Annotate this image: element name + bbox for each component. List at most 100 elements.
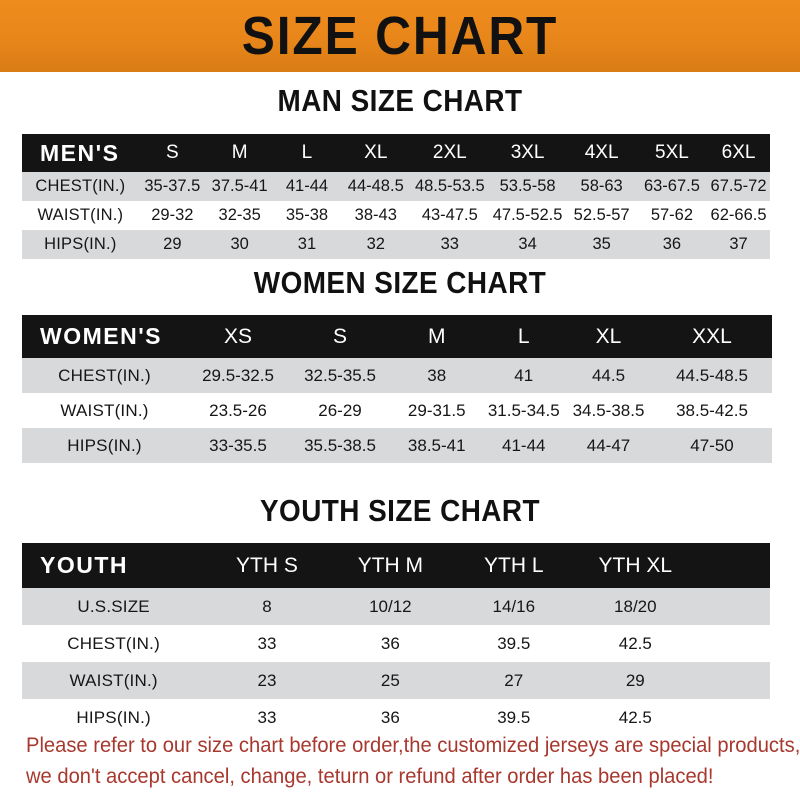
men-cell: 31	[297, 235, 317, 253]
youth-cell: 42.5	[618, 707, 652, 727]
men-cell: 44-48.5	[347, 177, 404, 195]
youth-cell-spacer	[695, 625, 770, 662]
men-table: MEN'S S M L XL 2XL 3XL 4XL 5XL 6XL CHEST…	[22, 134, 770, 259]
youth-table: YOUTH YTH S YTH M YTH L YTH XL U.S.SIZE …	[22, 543, 770, 736]
men-cell: 47.5-52.5	[492, 206, 563, 224]
men-cell: 32-35	[218, 206, 261, 224]
youth-col-header: YTH M	[357, 553, 424, 577]
men-corner-label: MEN'S	[40, 139, 120, 166]
youth-cell: 33	[257, 707, 277, 727]
men-cell: 35-37.5	[144, 177, 201, 195]
men-row-label: HIPS(IN.)	[44, 235, 117, 253]
youth-row-label: HIPS(IN.)	[76, 707, 151, 727]
women-cell: 23.5-26	[209, 400, 267, 420]
men-col-header: 4XL	[584, 142, 619, 163]
men-col-header: L	[301, 142, 313, 163]
youth-cell: 8	[262, 596, 272, 616]
youth-col-header: YTH L	[484, 553, 544, 577]
youth-cell-spacer	[695, 662, 770, 699]
youth-size-table: YOUTH YTH S YTH M YTH L YTH XL U.S.SIZE …	[22, 543, 770, 736]
men-cell: 53.5-58	[499, 177, 556, 195]
men-cell: 62-66.5	[710, 206, 767, 224]
men-cell: 34	[518, 235, 537, 253]
men-cell: 38-43	[354, 206, 397, 224]
disclaimer-line-1: Please refer to our size chart before or…	[26, 734, 800, 757]
youth-row-label: U.S.SIZE	[77, 596, 150, 616]
women-header-row: WOMEN'S XS S M L XL XXL	[22, 315, 772, 358]
youth-row-label: CHEST(IN.)	[67, 633, 160, 653]
women-row-label: HIPS(IN.)	[67, 435, 142, 455]
men-cell: 30	[230, 235, 249, 253]
table-row: WAIST(IN.) 29-32 32-35 35-38 38-43 43-47…	[22, 201, 770, 230]
men-cell: 48.5-53.5	[414, 177, 485, 195]
youth-cell: 18/20	[614, 596, 657, 616]
women-cell: 41-44	[502, 435, 546, 455]
table-row: HIPS(IN.) 33-35.5 35.5-38.5 38.5-41 41-4…	[22, 428, 772, 463]
men-col-header: S	[166, 142, 179, 163]
table-row: CHEST(IN.) 33 36 39.5 42.5	[22, 625, 770, 662]
men-cell: 43-47.5	[421, 206, 478, 224]
youth-cell: 29	[625, 670, 645, 690]
section-title-women: WOMEN SIZE CHART	[253, 265, 547, 300]
men-col-header: XL	[364, 142, 388, 163]
men-cell: 57-62	[650, 206, 694, 224]
youth-col-header: YTH S	[236, 553, 298, 577]
table-row: CHEST(IN.) 35-37.5 37.5-41 41-44 44-48.5…	[22, 172, 770, 201]
men-row-label: WAIST(IN.)	[37, 206, 124, 224]
section-title-youth: YOUTH SIZE CHART	[259, 493, 541, 528]
youth-cell: 39.5	[497, 707, 531, 727]
women-cell: 29.5-32.5	[202, 365, 274, 385]
women-table: WOMEN'S XS S M L XL XXL CHEST(IN.) 29.5-…	[22, 315, 772, 463]
women-col-header: L	[517, 324, 530, 348]
women-col-header: XL	[595, 324, 622, 348]
men-col-header: 2XL	[432, 142, 467, 163]
men-cell: 33	[440, 235, 459, 253]
women-corner-label: WOMEN'S	[40, 323, 163, 349]
youth-corner-label: YOUTH	[40, 552, 128, 578]
youth-cell-spacer	[695, 588, 770, 625]
women-col-header: M	[428, 324, 446, 348]
youth-cell: 25	[380, 670, 400, 690]
men-cell: 35-38	[285, 206, 329, 224]
men-col-header: 6XL	[721, 142, 756, 163]
youth-cell: 36	[380, 707, 400, 727]
women-cell: 32.5-35.5	[304, 365, 376, 385]
men-cell: 63-67.5	[643, 177, 700, 195]
section-title-men: MAN SIZE CHART	[277, 83, 523, 118]
men-cell: 67.5-72	[710, 177, 767, 195]
table-row: HIPS(IN.) 29 30 31 32 33 34 35 36 37	[22, 230, 770, 259]
table-row: HIPS(IN.) 33 36 39.5 42.5	[22, 699, 770, 736]
table-row: WAIST(IN.) 23 25 27 29	[22, 662, 770, 699]
women-cell: 44.5-48.5	[676, 365, 748, 385]
men-col-header: 3XL	[510, 142, 545, 163]
women-cell: 38	[427, 365, 447, 385]
page-title: SIZE CHART	[241, 6, 559, 66]
men-header-row: MEN'S S M L XL 2XL 3XL 4XL 5XL 6XL	[22, 134, 770, 172]
men-cell: 36	[662, 235, 682, 253]
page-banner: SIZE CHART	[0, 0, 800, 72]
women-col-header: S	[332, 324, 347, 348]
men-cell: 32	[366, 235, 385, 253]
women-row-label: WAIST(IN.)	[60, 400, 149, 420]
youth-col-header: YTH XL	[598, 553, 673, 577]
women-cell: 34.5-38.5	[572, 400, 645, 420]
men-table-body: MEN'S S M L XL 2XL 3XL 4XL 5XL 6XL CHEST…	[22, 134, 770, 259]
youth-cell: 42.5	[618, 633, 652, 653]
men-cell: 29	[163, 235, 182, 253]
women-cell: 29-31.5	[407, 400, 466, 420]
men-size-table: MEN'S S M L XL 2XL 3XL 4XL 5XL 6XL CHEST…	[22, 134, 770, 259]
men-cell: 35	[592, 235, 611, 253]
men-cell: 37.5-41	[211, 177, 268, 195]
men-cell: 41-44	[285, 177, 329, 195]
women-cell: 31.5-34.5	[487, 400, 560, 420]
table-row: U.S.SIZE 8 10/12 14/16 18/20	[22, 588, 770, 625]
disclaimer: Please refer to our size chart before or…	[26, 730, 800, 792]
women-size-table: WOMEN'S XS S M L XL XXL CHEST(IN.) 29.5-…	[22, 315, 772, 463]
youth-cell: 33	[257, 633, 277, 653]
men-cell: 58-63	[580, 177, 623, 195]
youth-row-label: WAIST(IN.)	[69, 670, 158, 690]
men-cell: 29-32	[151, 206, 194, 224]
women-cell: 26-29	[318, 400, 362, 420]
youth-cell: 36	[380, 633, 400, 653]
